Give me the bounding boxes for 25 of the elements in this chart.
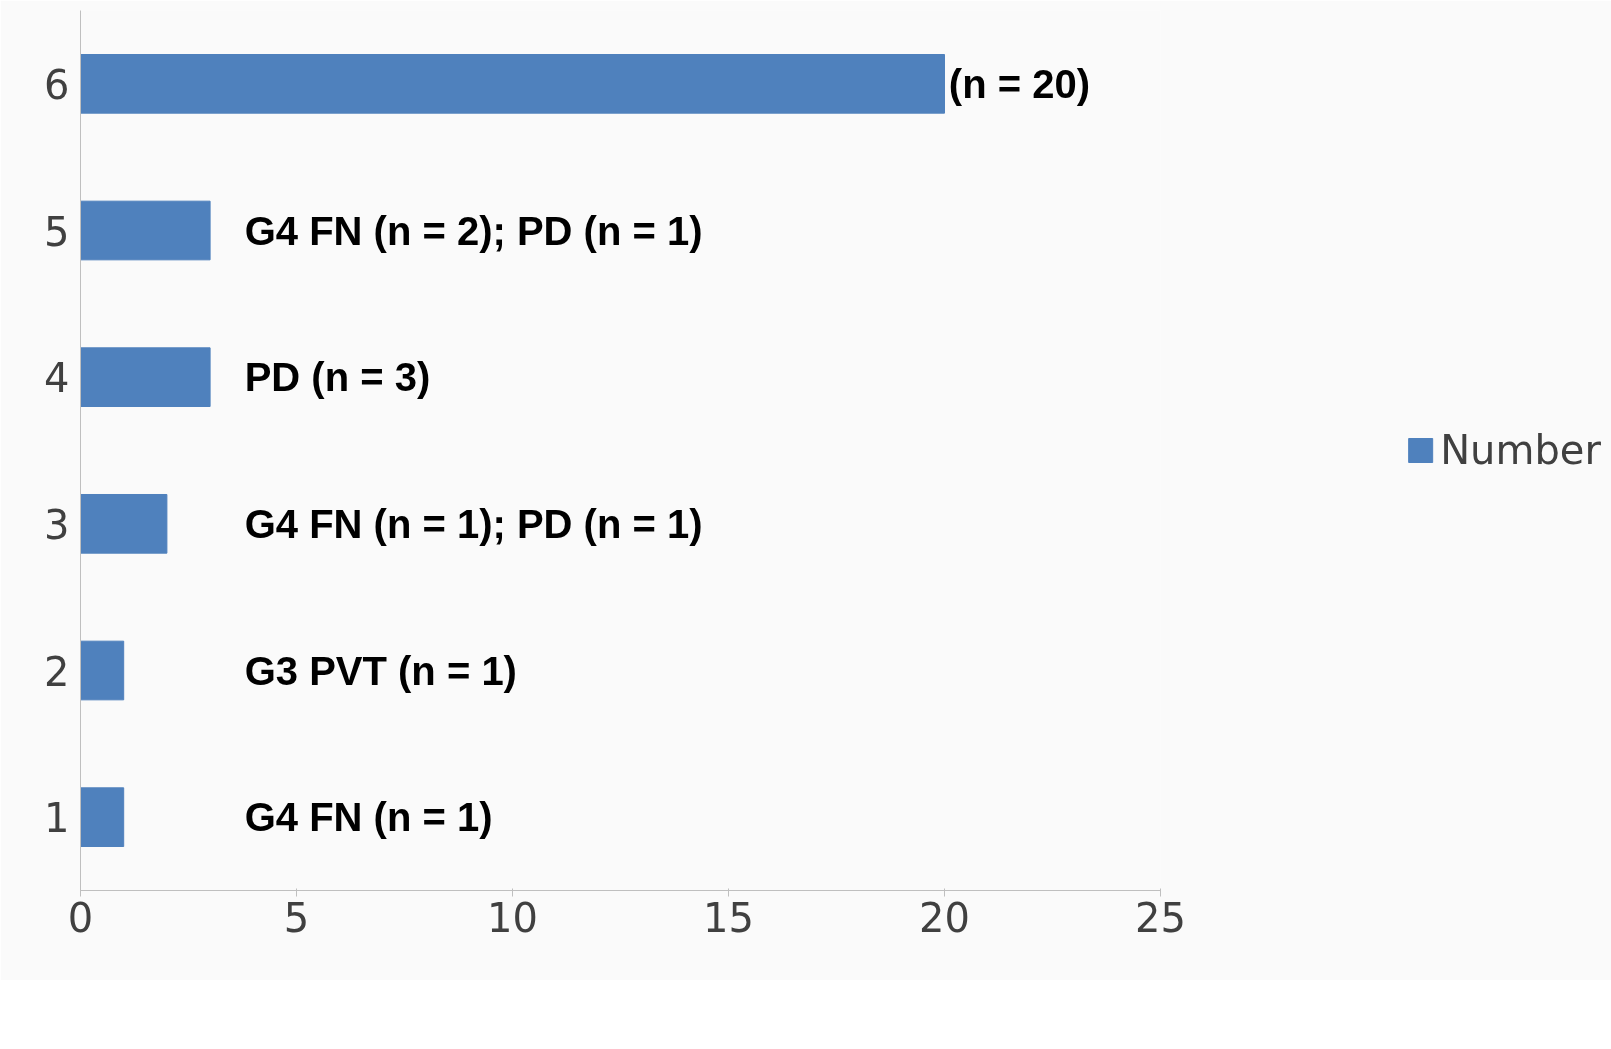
bar [80,347,211,407]
bar [80,787,125,847]
y-tick-label: 2 [44,648,70,695]
y-tick-label: 1 [44,795,70,842]
bar [80,200,211,261]
bar [80,640,125,701]
annotation: (n = 20) [948,61,1090,106]
annotation: G4 FN (n = 1) [244,795,493,840]
y-tick-label: 4 [44,355,70,402]
annotation: PD (n = 3) [244,355,431,400]
annotation: G4 FN (n = 2); PD (n = 1) [244,208,703,253]
x-tick-label: 25 [1135,894,1186,941]
bar [80,494,168,554]
annotation: G4 FN (n = 1); PD (n = 1) [244,501,703,546]
x-tick-label: 0 [67,894,94,941]
y-tick-label: 6 [44,61,70,108]
x-tick-label: 5 [283,894,310,941]
y-tick-label: 3 [44,501,70,548]
y-tick-label: 5 [44,208,70,255]
x-tick-label: 20 [919,894,970,941]
annotation: G3 PVT (n = 1) [244,648,517,693]
legend-label: Number [1440,427,1601,473]
x-tick-label: 15 [703,894,754,941]
bar [80,54,945,114]
x-tick-label: 10 [487,894,538,941]
